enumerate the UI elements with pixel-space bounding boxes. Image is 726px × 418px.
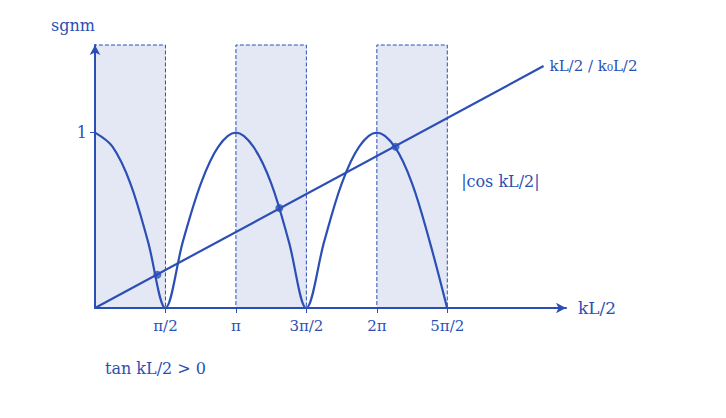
svg-text:kL/2: kL/2 <box>578 298 616 318</box>
svg-text:1: 1 <box>77 123 87 142</box>
svg-text:kL/2 / k₀L/2: kL/2 / k₀L/2 <box>550 57 638 75</box>
svg-text:sgnm: sgnm <box>51 16 95 35</box>
svg-text:3π/2: 3π/2 <box>289 317 323 335</box>
svg-text:|cos kL/2|: |cos kL/2| <box>461 172 540 191</box>
svg-text:5π/2: 5π/2 <box>430 317 464 335</box>
svg-text:π: π <box>231 317 241 335</box>
svg-text:tan kL/2 > 0: tan kL/2 > 0 <box>105 359 206 378</box>
svg-text:2π: 2π <box>367 317 387 335</box>
svg-text:π/2: π/2 <box>153 317 177 335</box>
